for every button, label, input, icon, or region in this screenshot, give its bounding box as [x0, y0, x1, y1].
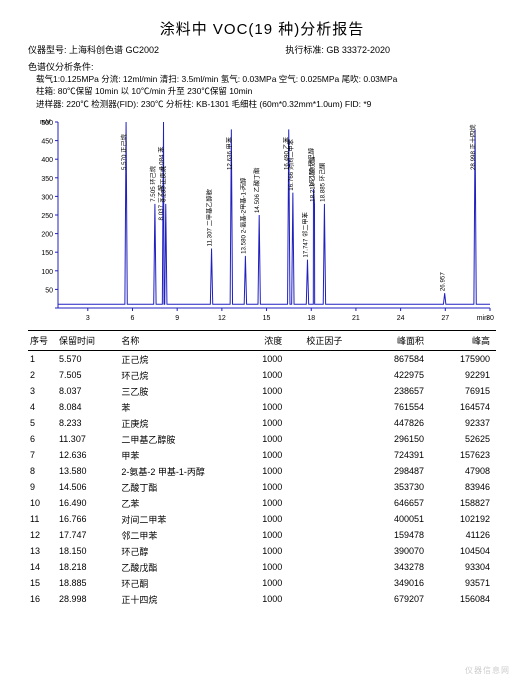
- condition-line-3: 进样器: 220℃ 检测器(FID): 230℃ 分析柱: KB-1301 毛细…: [0, 98, 524, 110]
- th-conc: 浓度: [242, 331, 304, 351]
- table-row: 1518.885环己酮100034901693571: [28, 575, 496, 591]
- condition-line-2: 柱箱: 80℃保留 10min 以 10℃/min 升至 230℃保留 10mi…: [0, 85, 524, 97]
- svg-text:450: 450: [41, 139, 53, 146]
- condition-line-1: 载气1:0.125MPa 分流: 12ml/min 清扫: 3.5ml/min …: [0, 73, 524, 85]
- standard-label: 执行标准:: [285, 45, 324, 55]
- chromatogram-chart: 50100150200250300350400450500mV369121518…: [28, 116, 496, 326]
- th-cal: 校正因子: [304, 331, 366, 351]
- svg-text:350: 350: [41, 176, 53, 183]
- svg-text:3: 3: [86, 315, 90, 322]
- svg-text:200: 200: [41, 232, 53, 239]
- th-name: 名称: [119, 331, 242, 351]
- table-row: 1318.150环己醇1000390070104504: [28, 543, 496, 559]
- th-rt: 保留时间: [57, 331, 119, 351]
- th-area: 峰面积: [367, 331, 438, 351]
- svg-text:mV: mV: [40, 119, 51, 126]
- table-row: 38.037三乙胺100023865776915: [28, 383, 496, 399]
- svg-text:50: 50: [45, 288, 53, 295]
- svg-text:400: 400: [41, 158, 53, 165]
- table-row: 1628.998正十四烷1000679207156084: [28, 591, 496, 607]
- svg-text:28.998 正十四烷: 28.998 正十四烷: [469, 125, 477, 170]
- table-row: 1016.490乙苯1000646657158827: [28, 495, 496, 511]
- svg-text:24: 24: [397, 315, 405, 322]
- svg-text:21: 21: [352, 315, 360, 322]
- svg-text:18: 18: [307, 315, 315, 322]
- svg-text:14.506 乙酸丁酯: 14.506 乙酸丁酯: [253, 168, 261, 213]
- th-height: 峰高: [438, 331, 496, 351]
- svg-text:9: 9: [175, 315, 179, 322]
- svg-text:min: min: [477, 315, 488, 322]
- table-row: 15.570正己烷1000867584175900: [28, 351, 496, 368]
- svg-text:150: 150: [41, 251, 53, 258]
- svg-text:27: 27: [441, 315, 449, 322]
- svg-text:5.570 正己烷: 5.570 正己烷: [120, 135, 128, 171]
- table-row: 48.084苯1000761554164574: [28, 399, 496, 415]
- svg-text:17.747 邻二甲苯: 17.747 邻二甲苯: [301, 213, 309, 258]
- table-row: 914.506乙酸丁酯100035373083946: [28, 479, 496, 495]
- instrument-value: 上海科创色谱 GC2002: [69, 45, 159, 55]
- report-title: 涂料中 VOC(19 种)分析报告: [0, 0, 524, 39]
- instrument-label: 仪器型号:: [28, 45, 67, 55]
- svg-text:100: 100: [41, 269, 53, 276]
- svg-text:12.636 甲苯: 12.636 甲苯: [225, 137, 233, 170]
- svg-text:26.957: 26.957: [440, 272, 447, 291]
- svg-text:300: 300: [41, 195, 53, 202]
- svg-text:8.233 正庚烷: 8.233 正庚烷: [160, 166, 168, 202]
- svg-text:6: 6: [131, 315, 135, 322]
- svg-text:12: 12: [218, 315, 226, 322]
- svg-text:15: 15: [263, 315, 271, 322]
- watermark: 仪器信息网: [465, 665, 510, 676]
- peak-table: 序号 保留时间 名称 浓度 校正因子 峰面积 峰高 15.570正己烷10008…: [0, 330, 524, 607]
- svg-text:13.580 2-氨基-2甲基-1-丙醇: 13.580 2-氨基-2甲基-1-丙醇: [239, 178, 247, 254]
- th-num: 序号: [28, 331, 57, 351]
- svg-text:250: 250: [41, 213, 53, 220]
- table-header-row: 序号 保留时间 名称 浓度 校正因子 峰面积 峰高: [28, 331, 496, 351]
- table-row: 1418.218乙酸戊酯100034327893304: [28, 559, 496, 575]
- conditions-header: 色谱仪分析条件:: [0, 58, 524, 73]
- svg-text:11.307 二甲基乙醇胺: 11.307 二甲基乙醇胺: [206, 190, 214, 247]
- table-row: 1116.766对间二甲苯1000400051102192: [28, 511, 496, 527]
- table-row: 58.233正庚烷100044782692337: [28, 415, 496, 431]
- table-row: 813.5802-氨基-2 甲基-1-丙醇100029848747908: [28, 463, 496, 479]
- svg-text:18.885 环己酮: 18.885 环己酮: [319, 163, 326, 202]
- svg-text:18.218 乙酸戊酯: 18.218 乙酸戊酯: [308, 157, 316, 202]
- table-row: 712.636甲苯1000724391157623: [28, 447, 496, 463]
- table-row: 27.505环己烷100042297592291: [28, 367, 496, 383]
- table-row: 1217.747邻二甲苯100015947841126: [28, 527, 496, 543]
- table-row: 611.307二甲基乙醇胺100029615052625: [28, 431, 496, 447]
- svg-text:7.505 环己烷: 7.505 环己烷: [149, 166, 157, 202]
- standard-value: GB 33372-2020: [326, 45, 390, 55]
- meta-row-1: 仪器型号: 上海科创色谱 GC2002 执行标准: GB 33372-2020: [0, 39, 524, 58]
- svg-text:16.766 对间二甲苯: 16.766 对间二甲苯: [287, 139, 295, 191]
